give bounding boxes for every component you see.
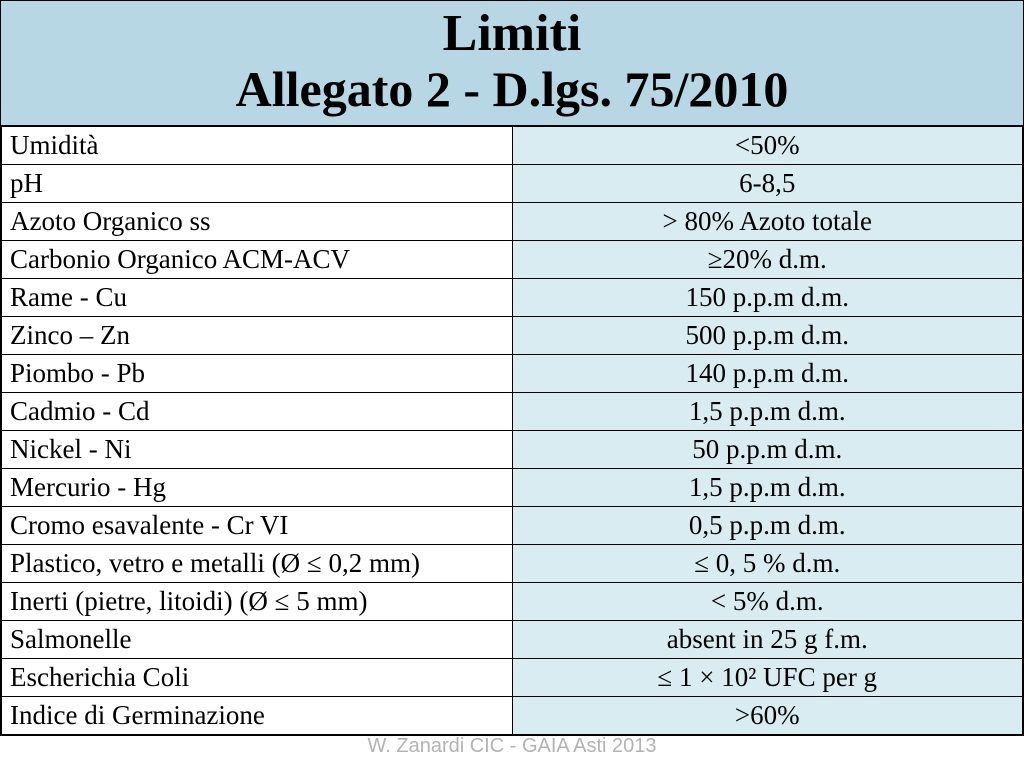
param-cell: Plastico, vetro e metalli (Ø ≤ 0,2 mm) xyxy=(2,545,513,583)
value-cell: 1,5 p.p.m d.m. xyxy=(512,469,1023,507)
table-row: Zinco – Zn500 p.p.m d.m. xyxy=(2,317,1023,355)
limits-table-container: Limiti Allegato 2 - D.lgs. 75/2010 Umidi… xyxy=(0,0,1024,736)
value-cell: ≤ 0, 5 % d.m. xyxy=(512,545,1023,583)
value-cell: >60% xyxy=(512,697,1023,735)
value-cell: 1,5 p.p.m d.m. xyxy=(512,393,1023,431)
value-cell: ≤ 1 × 10² UFC per g xyxy=(512,659,1023,697)
table-row: Cromo esavalente - Cr VI0,5 p.p.m d.m. xyxy=(2,507,1023,545)
value-cell: 150 p.p.m d.m. xyxy=(512,279,1023,317)
param-cell: Mercurio - Hg xyxy=(2,469,513,507)
table-row: Piombo - Pb140 p.p.m d.m. xyxy=(2,355,1023,393)
value-cell: <50% xyxy=(512,127,1023,165)
table-row: Plastico, vetro e metalli (Ø ≤ 0,2 mm)≤ … xyxy=(2,545,1023,583)
value-cell: 50 p.p.m d.m. xyxy=(512,431,1023,469)
param-cell: pH xyxy=(2,165,513,203)
table-row: Cadmio - Cd1,5 p.p.m d.m. xyxy=(2,393,1023,431)
value-cell: absent in 25 g f.m. xyxy=(512,621,1023,659)
param-cell: Salmonelle xyxy=(2,621,513,659)
param-cell: Zinco – Zn xyxy=(2,317,513,355)
value-cell: > 80% Azoto totale xyxy=(512,203,1023,241)
value-cell: 500 p.p.m d.m. xyxy=(512,317,1023,355)
value-cell: < 5% d.m. xyxy=(512,583,1023,621)
table-row: Indice di Germinazione>60% xyxy=(2,697,1023,735)
table-row: Rame - Cu150 p.p.m d.m. xyxy=(2,279,1023,317)
table-row: Inerti (pietre, litoidi) (Ø ≤ 5 mm)< 5% … xyxy=(2,583,1023,621)
param-cell: Cadmio - Cd xyxy=(2,393,513,431)
table-row: Azoto Organico ss> 80% Azoto totale xyxy=(2,203,1023,241)
param-cell: Escherichia Coli xyxy=(2,659,513,697)
value-cell: 140 p.p.m d.m. xyxy=(512,355,1023,393)
footer-credit: W. Zanardi CIC - GAIA Asti 2013 xyxy=(0,735,1024,758)
table-row: Nickel - Ni50 p.p.m d.m. xyxy=(2,431,1023,469)
table-body: Umidità<50% pH6-8,5 Azoto Organico ss> 8… xyxy=(2,127,1023,735)
param-cell: Cromo esavalente - Cr VI xyxy=(2,507,513,545)
param-cell: Umidità xyxy=(2,127,513,165)
title-line-2: Allegato 2 - D.lgs. 75/2010 xyxy=(1,62,1023,117)
param-cell: Nickel - Ni xyxy=(2,431,513,469)
title-header: Limiti Allegato 2 - D.lgs. 75/2010 xyxy=(1,1,1023,126)
table-row: pH6-8,5 xyxy=(2,165,1023,203)
value-cell: 6-8,5 xyxy=(512,165,1023,203)
value-cell: 0,5 p.p.m d.m. xyxy=(512,507,1023,545)
param-cell: Piombo - Pb xyxy=(2,355,513,393)
param-cell: Indice di Germinazione xyxy=(2,697,513,735)
param-cell: Carbonio Organico ACM-ACV xyxy=(2,241,513,279)
table-row: Mercurio - Hg1,5 p.p.m d.m. xyxy=(2,469,1023,507)
table-row: Umidità<50% xyxy=(2,127,1023,165)
param-cell: Rame - Cu xyxy=(2,279,513,317)
title-line-1: Limiti xyxy=(1,5,1023,62)
value-cell: ≥20% d.m. xyxy=(512,241,1023,279)
limits-table: Umidità<50% pH6-8,5 Azoto Organico ss> 8… xyxy=(1,126,1023,735)
table-row: Salmonelleabsent in 25 g f.m. xyxy=(2,621,1023,659)
table-row: Carbonio Organico ACM-ACV≥20% d.m. xyxy=(2,241,1023,279)
param-cell: Azoto Organico ss xyxy=(2,203,513,241)
table-row: Escherichia Coli≤ 1 × 10² UFC per g xyxy=(2,659,1023,697)
param-cell: Inerti (pietre, litoidi) (Ø ≤ 5 mm) xyxy=(2,583,513,621)
